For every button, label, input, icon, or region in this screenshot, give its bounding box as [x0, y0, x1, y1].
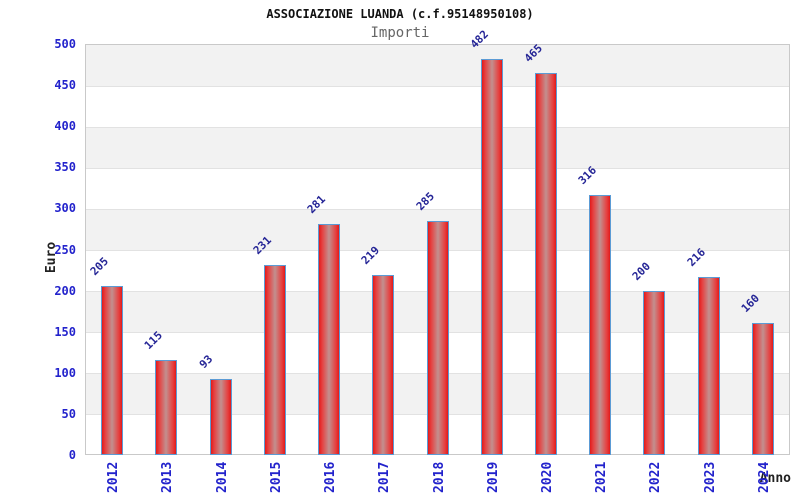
bar [480, 58, 503, 455]
y-tick-label: 300 [54, 201, 76, 216]
x-tick-label: 2012 [106, 461, 122, 493]
gridline [86, 208, 789, 210]
x-tick-label: 2018 [431, 461, 447, 493]
bar [155, 360, 178, 455]
x-tick-label: 2020 [539, 461, 555, 493]
bar [697, 277, 720, 455]
bar [426, 220, 449, 455]
y-tick-label: 500 [54, 37, 76, 51]
bar [589, 195, 612, 455]
bar [263, 265, 286, 455]
bar [643, 290, 666, 455]
bar [209, 378, 232, 455]
x-tick-label: 2016 [323, 461, 339, 493]
x-tick-label: 2017 [377, 461, 393, 493]
x-tick-label: 2015 [268, 461, 284, 493]
y-tick-label: 400 [54, 119, 76, 134]
x-axis-title: Anno [759, 471, 791, 486]
x-tick-label: 2014 [214, 461, 230, 493]
bar [534, 72, 557, 455]
x-tick-label: 2021 [594, 461, 610, 493]
y-tick-label: 100 [54, 365, 76, 380]
x-tick-label: 2023 [702, 461, 718, 493]
bar [751, 323, 774, 455]
y-tick-label: 200 [54, 283, 76, 298]
gridline [86, 85, 789, 87]
y-tick-label: 150 [54, 324, 76, 339]
y-tick-label: 450 [54, 78, 76, 93]
x-tick-label: 2022 [648, 461, 664, 493]
chart-subtitle: Importi [370, 25, 430, 41]
y-tick-label: 350 [54, 160, 76, 175]
x-tick-label: 2019 [485, 461, 501, 493]
gridline [86, 167, 789, 169]
bar [372, 274, 395, 455]
y-tick-label: 50 [61, 406, 76, 421]
y-tick-label: 250 [54, 242, 76, 257]
chart-title: ASSOCIAZIONE LUANDA (c.f.95148950108) [266, 7, 534, 21]
y-tick-label: 0 [68, 448, 76, 462]
gridline [86, 126, 789, 128]
bar [318, 224, 341, 455]
x-tick-label: 2024 [756, 461, 772, 493]
x-tick-label: 2013 [160, 461, 176, 493]
bar [101, 286, 124, 455]
